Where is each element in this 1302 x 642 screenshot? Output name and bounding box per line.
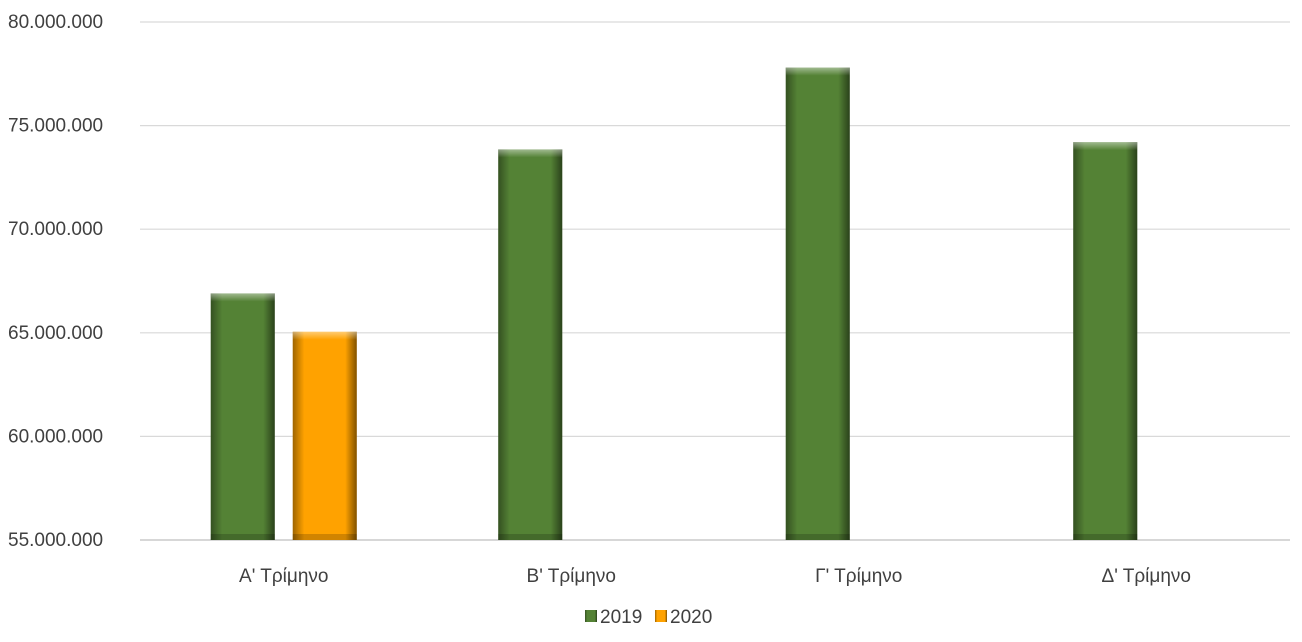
bars [210,67,1138,541]
bar-2019-1 [210,293,275,540]
y-tick-label: 60.000.000 [8,426,103,447]
legend-item-2019: 2019 [585,607,642,628]
legend-item-2020: 2020 [655,607,712,628]
y-tick-label: 65.000.000 [8,323,103,344]
bar-2019-4 [1073,142,1138,540]
y-axis-tick-labels: 55.000.000 60.000.000 65.000.000 70.000.000… [8,12,103,551]
x-category-label: Β' Τρίμηνο [527,566,616,587]
bar-2020-1 [292,331,357,540]
x-category-label: Α' Τρίμηνο [239,566,328,587]
y-tick-label: 70.000.000 [8,219,103,240]
x-category-label: Δ' Τρίμηνο [1102,566,1191,587]
y-tick-label: 80.000.000 [8,12,103,33]
legend-label: 2019 [600,607,642,628]
x-axis-category-labels: Α' Τρίμηνο Β' Τρίμηνο Γ' Τρίμηνο Δ' Τρίμηνο [239,566,1191,587]
legend: 2019 2020 [585,607,712,628]
y-tick-label: 75.000.000 [8,116,103,137]
bar-2019-3 [785,67,850,541]
bar-2019-2 [498,149,563,541]
y-tick-label: 55.000.000 [8,530,103,551]
legend-label: 2020 [670,607,712,628]
x-category-label: Γ' Τρίμηνο [815,566,902,587]
